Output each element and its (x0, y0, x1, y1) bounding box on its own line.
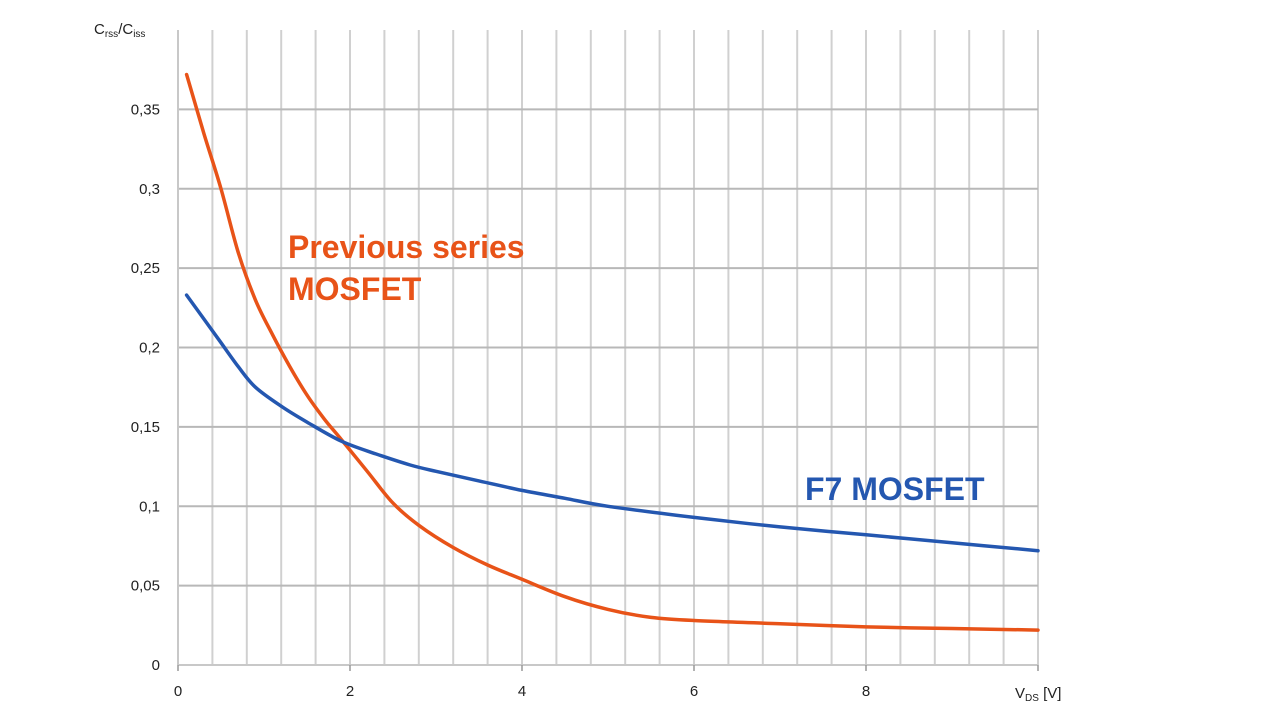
series-line-f7-mosfet (184, 293, 1040, 553)
x-tick-label: 0 (174, 683, 182, 700)
series-label-previous-mosfet: Previous series MOSFET (288, 229, 525, 307)
y-tick-label: 0,25 (131, 260, 160, 277)
x-axis-label: VDS [V] (1015, 685, 1061, 704)
series-line-previous-mosfet (184, 72, 1040, 632)
y-tick-label: 0,1 (139, 498, 160, 515)
x-tick-labels: 0 2 4 6 8 (174, 665, 1039, 700)
series-label-f7-mosfet: F7 MOSFET (805, 471, 985, 507)
y-tick-label: 0,2 (139, 340, 160, 357)
y-tick-label: 0,3 (139, 181, 160, 198)
chart-grid (178, 30, 1039, 665)
x-tick-label: 6 (690, 683, 698, 700)
y-tick-label: 0,35 (131, 101, 160, 118)
x-tick-label: 2 (346, 683, 354, 700)
y-axis-label: Crss/Ciss (94, 21, 145, 40)
chart-series (184, 72, 1040, 632)
x-tick-label: 4 (518, 683, 526, 700)
x-tick-label: 8 (862, 683, 870, 700)
y-tick-labels: 0 0,05 0,1 0,15 0,2 0,25 0,3 0,35 (131, 101, 160, 674)
y-tick-label: 0,05 (131, 578, 160, 595)
y-tick-label: 0 (152, 657, 160, 674)
series-labels: Previous series MOSFET F7 MOSFET (288, 229, 985, 507)
chart-axes (177, 30, 1038, 666)
y-tick-label: 0,15 (131, 419, 160, 436)
